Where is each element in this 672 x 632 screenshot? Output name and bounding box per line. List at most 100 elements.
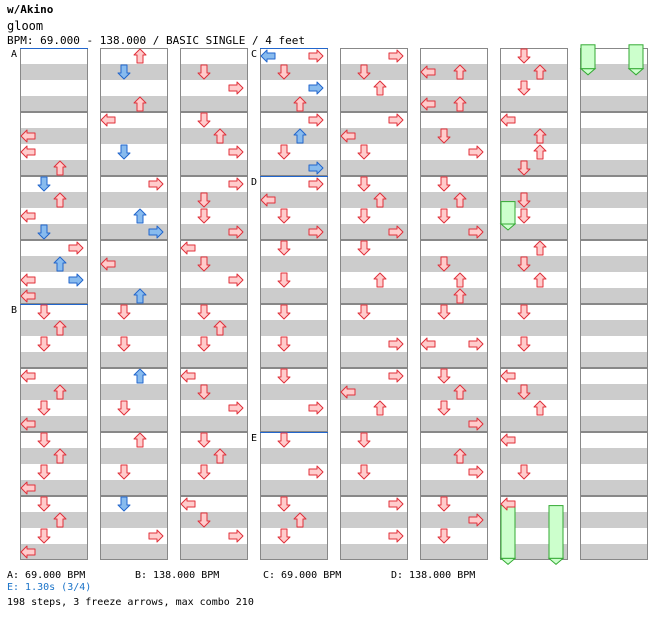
measure-box xyxy=(180,368,248,432)
stripe xyxy=(100,192,168,208)
up-arrow-icon xyxy=(53,512,67,528)
stripe xyxy=(340,384,408,400)
up-arrow-icon xyxy=(133,96,147,112)
measure-box xyxy=(100,304,168,368)
up-arrow-icon xyxy=(453,96,467,112)
up-arrow-icon xyxy=(213,320,227,336)
down-arrow-icon xyxy=(277,64,291,80)
stripe xyxy=(580,320,648,336)
stripe xyxy=(580,544,648,560)
stripe xyxy=(420,480,488,496)
up-arrow-icon xyxy=(133,48,147,64)
up-arrow-icon xyxy=(373,80,387,96)
down-arrow-icon xyxy=(117,304,131,320)
right-arrow-icon xyxy=(148,225,164,239)
measure-box xyxy=(260,496,328,560)
down-arrow-icon xyxy=(197,384,211,400)
stripe xyxy=(180,352,248,368)
down-arrow-icon xyxy=(277,272,291,288)
stripe xyxy=(420,544,488,560)
stripe xyxy=(340,480,408,496)
stripe xyxy=(580,256,648,272)
stripe xyxy=(180,192,248,208)
measure-box xyxy=(20,176,88,240)
stripe xyxy=(100,512,168,528)
up-arrow-icon xyxy=(133,208,147,224)
stripe xyxy=(420,96,488,112)
down-arrow-icon xyxy=(357,176,371,192)
up-arrow-icon xyxy=(53,320,67,336)
stripe xyxy=(340,96,408,112)
down-arrow-icon xyxy=(197,64,211,80)
stripe xyxy=(100,352,168,368)
measure-box xyxy=(500,112,568,176)
right-arrow-icon xyxy=(68,273,84,287)
song-artist: w/Akino xyxy=(7,3,54,16)
down-arrow-icon xyxy=(277,368,291,384)
freeze-tail xyxy=(627,68,645,76)
down-arrow-icon xyxy=(437,528,451,544)
stripe xyxy=(260,448,328,464)
down-arrow-icon xyxy=(437,496,451,512)
legend-bpm-d: D: 138.000 BPM xyxy=(391,570,476,581)
down-arrow-icon xyxy=(517,208,531,224)
stripe xyxy=(340,448,408,464)
down-arrow-icon xyxy=(517,80,531,96)
chart-column xyxy=(20,48,88,560)
stripe xyxy=(580,128,648,144)
section-label: B xyxy=(11,305,17,316)
section-label: D xyxy=(251,177,257,188)
right-arrow-icon xyxy=(308,161,324,175)
down-arrow-icon xyxy=(37,400,51,416)
up-arrow-icon xyxy=(213,128,227,144)
down-arrow-icon xyxy=(197,112,211,128)
stripe xyxy=(260,192,328,208)
up-arrow-icon xyxy=(453,448,467,464)
stripe xyxy=(420,256,488,272)
down-arrow-icon xyxy=(197,192,211,208)
up-arrow-icon xyxy=(53,192,67,208)
measure-box xyxy=(100,432,168,496)
up-arrow-icon xyxy=(53,384,67,400)
stripe xyxy=(180,224,248,240)
right-arrow-icon xyxy=(68,241,84,255)
stripe xyxy=(500,384,568,400)
right-arrow-icon xyxy=(228,273,244,287)
right-arrow-icon xyxy=(308,225,324,239)
right-arrow-icon xyxy=(388,49,404,63)
stripe xyxy=(260,288,328,304)
stripe xyxy=(260,416,328,432)
stripe xyxy=(340,352,408,368)
stripe xyxy=(500,480,568,496)
left-arrow-icon xyxy=(180,241,196,255)
freeze-arrow xyxy=(579,44,597,76)
up-arrow-icon xyxy=(133,432,147,448)
chart-column xyxy=(100,48,168,560)
stripe xyxy=(180,512,248,528)
freeze-body xyxy=(580,44,596,70)
down-arrow-icon xyxy=(357,208,371,224)
down-arrow-icon xyxy=(117,464,131,480)
stripe xyxy=(20,192,88,208)
chart-column xyxy=(340,48,408,560)
left-arrow-icon xyxy=(500,433,516,447)
stripe xyxy=(340,192,408,208)
measure-box xyxy=(500,48,568,112)
stripe xyxy=(100,288,168,304)
stripe xyxy=(500,64,568,80)
right-arrow-icon xyxy=(308,113,324,127)
down-arrow-icon xyxy=(197,336,211,352)
stripe xyxy=(340,256,408,272)
right-arrow-icon xyxy=(308,49,324,63)
right-arrow-icon xyxy=(148,529,164,543)
measure-box xyxy=(340,304,408,368)
freeze-tail xyxy=(499,557,517,566)
measure-box xyxy=(180,48,248,112)
chart-summary: 198 steps, 3 freeze arrows, max combo 21… xyxy=(7,597,254,608)
right-arrow-icon xyxy=(468,145,484,159)
measure-box xyxy=(420,432,488,496)
down-arrow-icon xyxy=(197,256,211,272)
stripe xyxy=(500,448,568,464)
stripe xyxy=(500,96,568,112)
stripe xyxy=(500,320,568,336)
